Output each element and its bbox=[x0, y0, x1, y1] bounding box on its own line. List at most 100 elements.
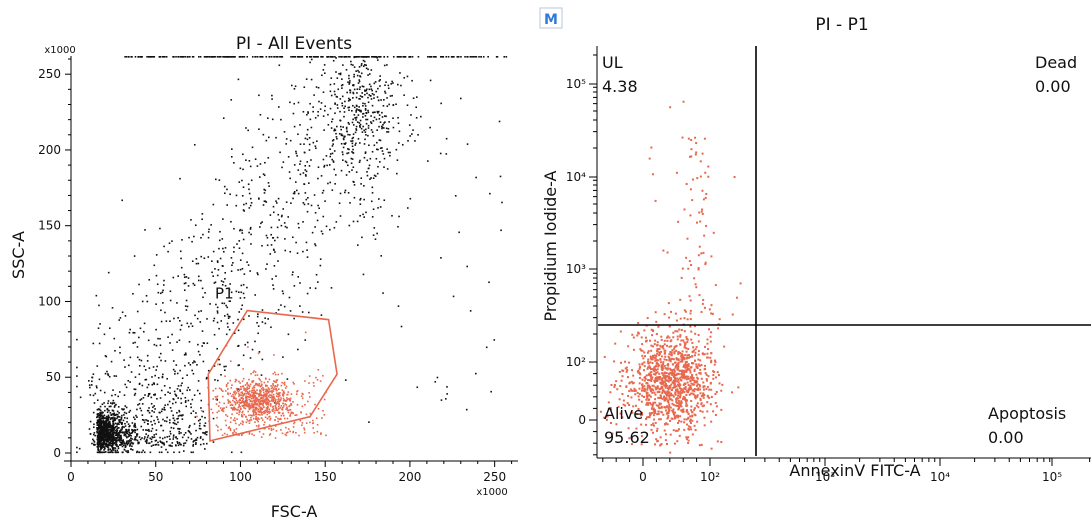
left-event-point bbox=[271, 98, 273, 100]
left-event-point bbox=[370, 177, 372, 179]
left-event-point bbox=[384, 92, 387, 94]
left-event-point bbox=[111, 442, 114, 445]
left-event-point bbox=[248, 433, 251, 435]
left-event-point bbox=[377, 99, 380, 102]
right-event-point bbox=[643, 385, 646, 388]
right-event-point bbox=[694, 351, 697, 354]
right-y-axis-label: Propidium Iodide-A bbox=[541, 171, 560, 322]
left-event-point bbox=[296, 252, 299, 255]
left-event-point bbox=[102, 422, 104, 424]
left-event-point bbox=[378, 114, 381, 116]
right-event-point bbox=[673, 376, 676, 379]
right-event-point bbox=[669, 371, 672, 374]
left-event-point bbox=[334, 174, 337, 176]
left-event-point bbox=[122, 444, 125, 447]
left-event-point bbox=[91, 442, 93, 445]
right-event-point bbox=[696, 420, 699, 423]
right-event-point bbox=[661, 365, 664, 368]
left-event-point bbox=[251, 400, 254, 403]
left-event-point bbox=[255, 400, 258, 403]
left-event-point bbox=[197, 56, 200, 58]
left-event-point bbox=[130, 371, 133, 373]
left-event-point bbox=[101, 438, 103, 441]
left-event-point bbox=[353, 88, 356, 91]
left-event-point bbox=[246, 261, 248, 263]
left-event-point bbox=[363, 60, 366, 63]
right-event-point bbox=[630, 380, 633, 383]
left-event-point bbox=[147, 434, 150, 437]
left-event-point bbox=[144, 369, 147, 371]
left-event-point bbox=[111, 433, 114, 436]
right-event-point bbox=[700, 402, 703, 405]
left-event-point bbox=[346, 130, 348, 133]
right-event-point bbox=[686, 381, 689, 384]
right-event-point bbox=[649, 357, 652, 360]
left-event-point bbox=[168, 242, 171, 245]
left-event-point bbox=[115, 451, 117, 454]
right-event-point bbox=[659, 395, 662, 398]
left-event-point bbox=[265, 398, 267, 401]
left-event-point bbox=[264, 390, 267, 392]
left-event-point bbox=[383, 199, 386, 202]
left-event-point bbox=[115, 430, 118, 433]
left-event-point bbox=[113, 447, 115, 449]
left-event-point bbox=[121, 428, 123, 430]
left-event-point bbox=[165, 320, 168, 322]
left-event-point bbox=[153, 434, 156, 436]
left-event-point bbox=[275, 401, 277, 403]
left-event-point bbox=[297, 101, 300, 104]
right-event-point bbox=[673, 352, 676, 355]
left-event-point bbox=[248, 387, 251, 389]
right-event-point bbox=[641, 385, 644, 388]
left-event-point bbox=[246, 402, 248, 404]
left-event-point bbox=[162, 429, 165, 432]
right-event-point bbox=[691, 414, 694, 417]
left-event-point bbox=[352, 220, 355, 223]
right-event-point bbox=[697, 406, 700, 409]
right-event-point bbox=[662, 389, 665, 392]
left-event-point bbox=[362, 104, 364, 107]
left-event-point bbox=[315, 147, 317, 150]
left-event-point bbox=[187, 56, 189, 58]
left-event-point bbox=[266, 390, 269, 393]
left-event-point bbox=[117, 447, 120, 450]
right-event-point bbox=[691, 350, 694, 353]
left-event-point bbox=[106, 437, 109, 439]
left-event-point bbox=[279, 417, 282, 420]
m-badge[interactable]: M bbox=[544, 12, 558, 28]
left-event-point bbox=[126, 440, 128, 443]
left-event-point bbox=[163, 443, 166, 446]
right-event-point bbox=[683, 346, 686, 349]
right-event-point bbox=[671, 349, 674, 352]
left-event-point bbox=[253, 386, 256, 389]
m-badge-frame[interactable] bbox=[539, 7, 563, 29]
left-event-point bbox=[235, 194, 238, 197]
left-event-point bbox=[331, 118, 334, 121]
left-event-point bbox=[105, 443, 108, 446]
left-event-point bbox=[96, 422, 99, 425]
left-event-point bbox=[236, 412, 238, 415]
right-event-point bbox=[650, 403, 653, 406]
right-event-point bbox=[653, 443, 656, 446]
left-event-point bbox=[228, 400, 231, 403]
left-event-point bbox=[246, 382, 248, 385]
left-event-point bbox=[258, 430, 261, 433]
gate-p1-polygon[interactable] bbox=[207, 309, 338, 442]
left-event-point bbox=[257, 413, 260, 416]
left-event-point bbox=[185, 353, 187, 356]
right-event-point bbox=[699, 220, 702, 223]
left-event-point bbox=[156, 383, 159, 386]
left-event-point bbox=[241, 433, 243, 436]
left-event-point bbox=[146, 439, 148, 442]
left-event-point bbox=[196, 317, 199, 320]
left-event-point bbox=[187, 277, 190, 279]
left-event-point bbox=[364, 107, 367, 110]
right-event-point bbox=[674, 393, 677, 396]
right-event-point bbox=[621, 393, 624, 396]
left-event-point bbox=[359, 86, 361, 88]
right-event-point bbox=[616, 388, 619, 391]
left-event-point bbox=[254, 56, 256, 58]
left-event-point bbox=[314, 243, 316, 245]
left-event-point bbox=[102, 441, 105, 443]
left-event-point bbox=[355, 70, 357, 72]
